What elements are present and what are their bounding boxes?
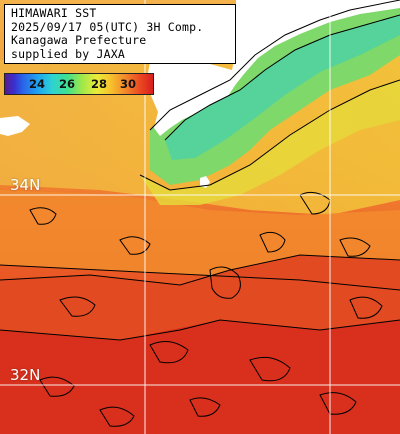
latitude-label-34n: 34N — [10, 176, 41, 194]
colorbar-tick-24: 24 — [29, 77, 46, 91]
colorbar-tick-26: 26 — [59, 77, 76, 91]
temperature-colorbar: 24 26 28 30 — [4, 73, 154, 95]
latitude-label-32n: 32N — [10, 366, 41, 384]
cool-yellow-fringe — [140, 80, 400, 205]
colorbar-tick-30: 30 — [120, 77, 137, 91]
info-region: Kanagawa Prefecture — [11, 33, 147, 47]
hot-core — [0, 320, 400, 434]
land-peninsula-left — [0, 116, 30, 136]
info-title: HIMAWARI SST — [11, 6, 97, 20]
info-source: supplied by JAXA — [11, 46, 125, 61]
info-datetime: 2025/09/17 05(UTC) 3H Comp. — [11, 19, 204, 34]
info-box: HIMAWARI SST 2025/09/17 05(UTC) 3H Comp.… — [4, 4, 236, 64]
land-honshu — [232, 0, 400, 84]
colorbar-tick-28: 28 — [91, 77, 108, 91]
land-izu-peninsula — [146, 58, 236, 136]
cold-water-core — [165, 15, 400, 160]
